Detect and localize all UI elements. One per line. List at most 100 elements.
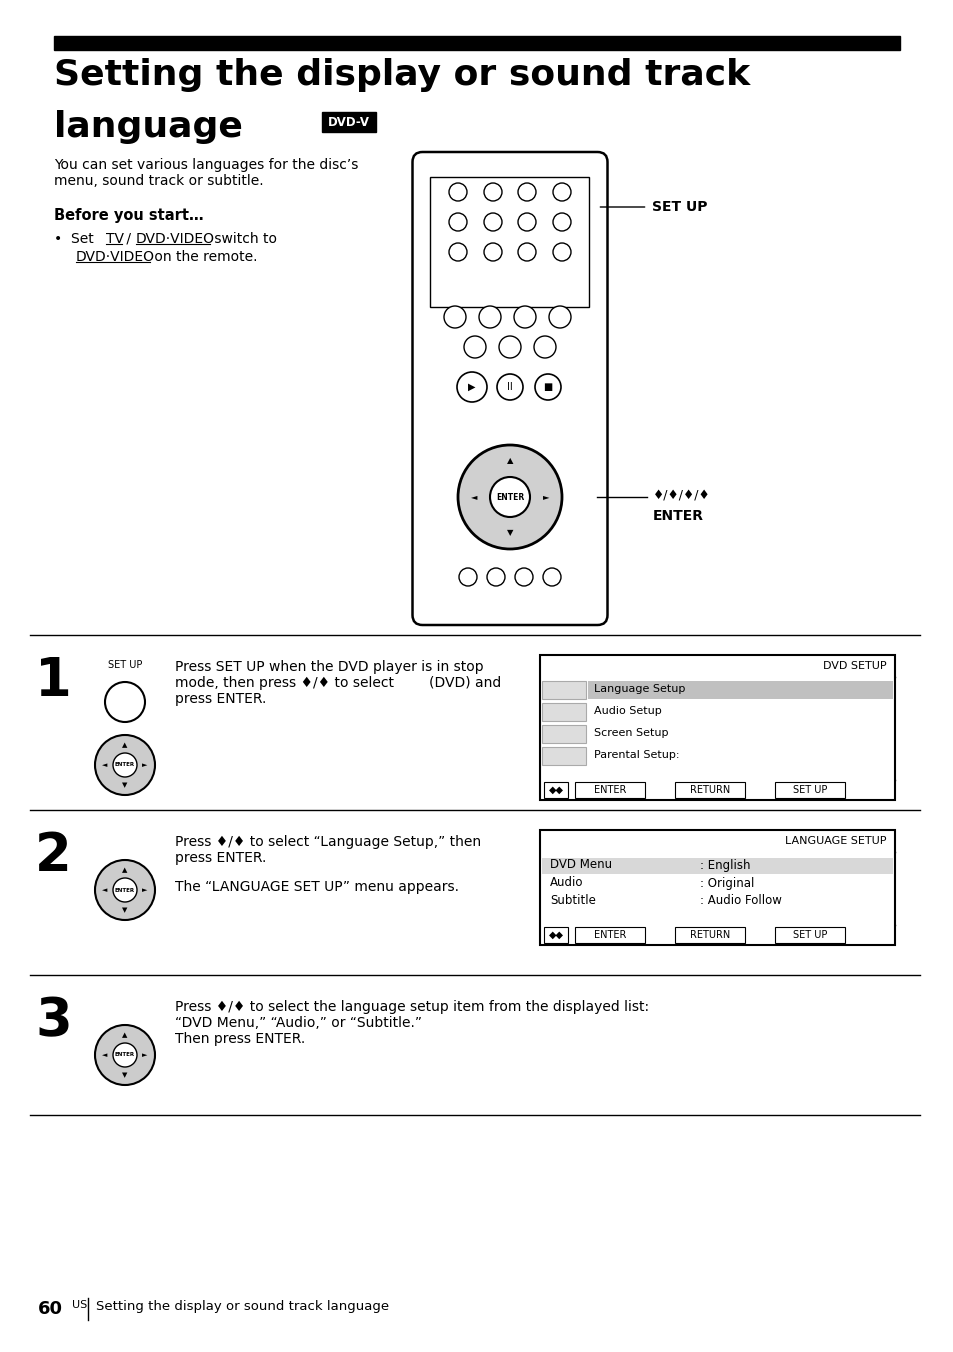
Circle shape	[535, 375, 560, 400]
Text: “DVD Menu,” “Audio,” or “Subtitle.”: “DVD Menu,” “Audio,” or “Subtitle.”	[174, 1015, 421, 1030]
Text: : English: : English	[700, 859, 750, 872]
Text: Language Setup: Language Setup	[594, 684, 684, 694]
Text: DVD Menu: DVD Menu	[550, 859, 612, 872]
Circle shape	[490, 477, 530, 516]
Text: ►: ►	[142, 887, 148, 894]
Circle shape	[553, 214, 571, 231]
Circle shape	[542, 568, 560, 585]
Circle shape	[498, 337, 520, 358]
Circle shape	[112, 753, 137, 777]
Text: Setting the display or sound track language: Setting the display or sound track langu…	[96, 1301, 389, 1313]
Text: ◄: ◄	[102, 763, 108, 768]
Text: ◄: ◄	[102, 887, 108, 894]
Text: ENTER: ENTER	[114, 887, 135, 892]
Circle shape	[483, 183, 501, 201]
Text: ▲: ▲	[506, 457, 513, 465]
Circle shape	[449, 214, 467, 231]
Bar	[541, 703, 585, 721]
Circle shape	[483, 243, 501, 261]
Text: : Original: : Original	[700, 876, 754, 890]
Text: SET UP: SET UP	[792, 786, 826, 795]
Text: Subtitle: Subtitle	[550, 895, 596, 907]
Circle shape	[497, 375, 522, 400]
Text: on the remote.: on the remote.	[150, 250, 257, 264]
Circle shape	[457, 445, 561, 549]
Text: TV: TV	[106, 233, 124, 246]
Bar	[774, 927, 844, 942]
Text: Press ♦/♦ to select “Language Setup,” then: Press ♦/♦ to select “Language Setup,” th…	[174, 836, 480, 849]
Text: ■: ■	[543, 383, 552, 392]
Text: DVD·VIDEO: DVD·VIDEO	[136, 233, 214, 246]
Bar	[541, 859, 892, 873]
Circle shape	[456, 372, 486, 402]
Text: : Audio Follow: : Audio Follow	[700, 895, 781, 907]
Circle shape	[517, 243, 536, 261]
Text: You can set various languages for the disc’s: You can set various languages for the di…	[54, 158, 358, 172]
Text: ▲: ▲	[122, 1032, 128, 1038]
Text: Press ♦/♦ to select the language setup item from the displayed list:: Press ♦/♦ to select the language setup i…	[174, 1000, 648, 1014]
Text: RETURN: RETURN	[689, 930, 729, 940]
Bar	[675, 781, 744, 798]
Text: Audio: Audio	[550, 876, 583, 890]
Text: ♦/♦/♦/♦: ♦/♦/♦/♦	[652, 489, 709, 502]
Text: ►: ►	[542, 492, 549, 502]
Bar	[541, 725, 585, 744]
Text: •  Set: • Set	[54, 233, 98, 246]
Circle shape	[112, 877, 137, 902]
Text: II: II	[507, 383, 513, 392]
Text: ENTER: ENTER	[593, 786, 625, 795]
Text: 3: 3	[35, 995, 71, 1046]
Text: LANGUAGE SETUP: LANGUAGE SETUP	[784, 836, 886, 846]
Text: language: language	[54, 110, 243, 145]
Text: Screen Setup: Screen Setup	[594, 727, 668, 738]
Text: press ENTER.: press ENTER.	[174, 850, 266, 865]
Text: The “LANGUAGE SET UP” menu appears.: The “LANGUAGE SET UP” menu appears.	[174, 880, 458, 894]
Bar	[539, 654, 894, 800]
Bar	[587, 681, 892, 699]
Bar	[575, 781, 644, 798]
Circle shape	[95, 1025, 154, 1086]
Bar	[430, 177, 589, 307]
FancyBboxPatch shape	[412, 151, 607, 625]
Text: ENTER: ENTER	[114, 763, 135, 768]
Text: ◄: ◄	[102, 1052, 108, 1059]
Circle shape	[478, 306, 500, 329]
Text: 2: 2	[35, 830, 71, 882]
Text: ►: ►	[142, 763, 148, 768]
Circle shape	[486, 568, 504, 585]
Text: SET UP: SET UP	[652, 200, 707, 214]
Text: menu, sound track or subtitle.: menu, sound track or subtitle.	[54, 174, 263, 188]
Text: ◆◆: ◆◆	[548, 930, 563, 940]
Text: ▲: ▲	[122, 867, 128, 873]
Text: ENTER: ENTER	[114, 1052, 135, 1057]
Text: press ENTER.: press ENTER.	[174, 692, 266, 706]
Bar	[774, 781, 844, 798]
Circle shape	[553, 243, 571, 261]
Text: ◆◆: ◆◆	[548, 786, 563, 795]
Text: 60: 60	[38, 1301, 63, 1318]
Text: Press SET UP when the DVD player is in stop: Press SET UP when the DVD player is in s…	[174, 660, 483, 675]
Circle shape	[515, 568, 533, 585]
Circle shape	[105, 681, 145, 722]
Text: ▲: ▲	[122, 742, 128, 748]
Circle shape	[517, 214, 536, 231]
Text: DVD-V: DVD-V	[328, 115, 370, 128]
Text: ◄: ◄	[470, 492, 476, 502]
Circle shape	[95, 735, 154, 795]
Bar	[675, 927, 744, 942]
Text: /: /	[122, 233, 135, 246]
Text: ENTER: ENTER	[593, 930, 625, 940]
Text: Audio Setup: Audio Setup	[594, 706, 661, 717]
Text: Parental Setup:: Parental Setup:	[594, 750, 679, 760]
Text: ▼: ▼	[122, 907, 128, 913]
Circle shape	[449, 183, 467, 201]
Bar	[322, 112, 375, 132]
Circle shape	[548, 306, 571, 329]
Text: Then press ENTER.: Then press ENTER.	[174, 1032, 305, 1046]
Text: mode, then press ♦/♦ to select        (DVD) and: mode, then press ♦/♦ to select (DVD) and	[174, 676, 500, 690]
Text: switch to: switch to	[210, 233, 276, 246]
Text: 1: 1	[35, 654, 71, 707]
Bar	[543, 927, 567, 942]
Circle shape	[443, 306, 465, 329]
Text: ▼: ▼	[122, 1072, 128, 1078]
